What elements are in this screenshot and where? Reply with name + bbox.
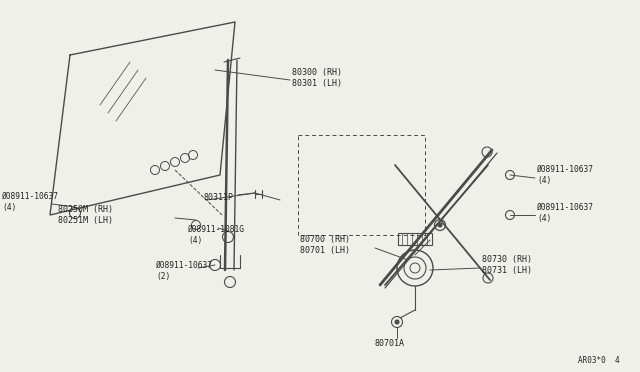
Circle shape <box>438 223 442 227</box>
Text: Ø08911-10637
(4): Ø08911-10637 (4) <box>2 192 59 212</box>
Text: Ø08911-10637
(4): Ø08911-10637 (4) <box>537 203 594 223</box>
Text: 80701A: 80701A <box>375 339 405 347</box>
Text: 80300 (RH)
80301 (LH): 80300 (RH) 80301 (LH) <box>292 68 342 88</box>
Text: Ø08911-10637
(2): Ø08911-10637 (2) <box>156 261 213 281</box>
Text: 80730 (RH)
80731 (LH): 80730 (RH) 80731 (LH) <box>482 255 532 275</box>
Text: AR03*0  4: AR03*0 4 <box>579 356 620 365</box>
Circle shape <box>395 320 399 324</box>
Text: Ø08911-1081G
(4): Ø08911-1081G (4) <box>188 225 245 245</box>
Text: Ø08911-10637
(4): Ø08911-10637 (4) <box>537 165 594 185</box>
Text: 80700 (RH)
80701 (LH): 80700 (RH) 80701 (LH) <box>300 235 350 255</box>
Text: 80250M (RH)
80251M (LH): 80250M (RH) 80251M (LH) <box>58 205 113 225</box>
Text: 80311P: 80311P <box>204 192 234 202</box>
